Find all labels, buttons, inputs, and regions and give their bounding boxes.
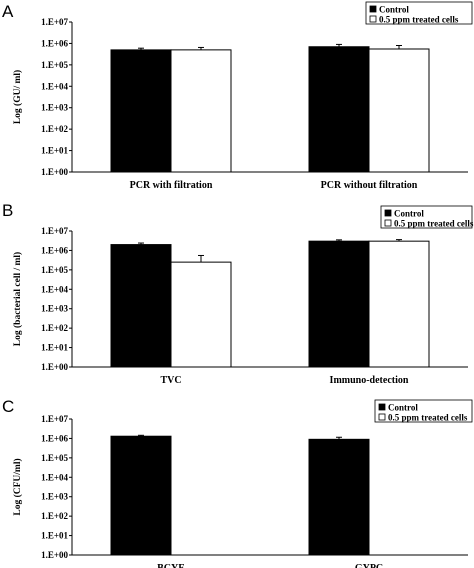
y-axis-label: Log (bacterial cell / ml) xyxy=(12,252,23,346)
y-tick-label: 1.E+01 xyxy=(41,343,68,353)
legend-entry: Control xyxy=(388,403,418,413)
y-tick-label: 1.E+05 xyxy=(41,453,68,463)
x-category-label: BCYE xyxy=(157,563,185,568)
legend-swatch xyxy=(384,219,392,227)
legend-entry: Control xyxy=(394,209,424,219)
legend-swatch xyxy=(369,5,377,13)
chart-panel-c: C 1.E+00 1.E+01 1.E+02 1.E+03 1.E+04 1.E+05 1.E… xyxy=(2,397,473,568)
bar-control xyxy=(110,49,172,173)
legend-swatch xyxy=(378,413,386,421)
chart-panel-a: A 1.E+00 1.E+01 1.E+02 1.E+03 1.E+04 1.E+05 1.E… xyxy=(2,1,473,191)
panel-letter: C xyxy=(2,397,14,416)
y-tick-label: 1.E+07 xyxy=(41,414,68,424)
y-axis-label: Log (CFU/ml) xyxy=(12,458,23,515)
legend-swatch xyxy=(369,15,377,23)
y-tick-label: 1.E+06 xyxy=(41,38,68,48)
bar-treated xyxy=(170,49,232,173)
y-tick-label: 1.E+00 xyxy=(41,362,68,372)
y-axis-label: Log (GU/ ml) xyxy=(12,70,23,124)
y-tick-label: 1.E+00 xyxy=(41,167,68,177)
y-tick-label: 1.E+01 xyxy=(41,531,68,541)
y-tick-label: 1.E+05 xyxy=(41,60,68,70)
y-tick-label: 1.E+04 xyxy=(41,284,68,294)
bar-treated xyxy=(368,240,430,368)
legend-entry: 0.5 ppm treated cells xyxy=(379,15,459,25)
x-category-label: Immuno-detection xyxy=(330,375,409,386)
legend-swatch xyxy=(378,403,386,411)
bar-control xyxy=(308,240,370,368)
y-tick-label: 1.E+02 xyxy=(41,323,68,333)
y-tick-label: 1.E+04 xyxy=(41,81,68,91)
y-tick-label: 1.E+06 xyxy=(41,433,68,443)
bar-control xyxy=(308,46,370,173)
y-tick-label: 1.E+03 xyxy=(41,304,68,314)
legend-entry: 0.5 ppm treated cells xyxy=(394,219,474,229)
panel-letter: B xyxy=(2,201,13,220)
y-tick-label: 1.E+01 xyxy=(41,146,68,156)
x-category-label: PCR with filtration xyxy=(130,180,213,191)
y-tick-label: 1.E+06 xyxy=(41,245,68,255)
y-tick-label: 1.E+00 xyxy=(41,550,68,560)
y-tick-label: 1.E+02 xyxy=(41,124,68,134)
bar-treated xyxy=(368,48,430,173)
y-tick-label: 1.E+07 xyxy=(41,17,68,27)
y-tick-label: 1.E+03 xyxy=(41,492,68,502)
bar-control xyxy=(110,435,172,556)
y-tick-label: 1.E+03 xyxy=(41,103,68,113)
y-tick-label: 1.E+02 xyxy=(41,511,68,521)
legend-entry: 0.5 ppm treated cells xyxy=(388,413,468,423)
x-category-label: GYPC xyxy=(355,563,383,568)
legend-box xyxy=(380,205,473,229)
y-tick-label: 1.E+07 xyxy=(41,226,68,236)
bar-control xyxy=(110,244,172,368)
x-category-label: PCR without filtration xyxy=(321,180,418,191)
chart-panel-b: B 1.E+00 1.E+01 1.E+02 1.E+03 1.E+04 1.E+05 1.E… xyxy=(2,201,474,386)
legend-entry: Control xyxy=(379,5,409,15)
bar-control xyxy=(308,438,370,556)
legend-box xyxy=(374,399,473,423)
y-tick-label: 1.E+05 xyxy=(41,265,68,275)
bar-treated xyxy=(170,261,232,368)
x-category-label: TVC xyxy=(160,375,181,386)
y-tick-label: 1.E+04 xyxy=(41,472,68,482)
legend-box xyxy=(365,1,473,25)
legend-swatch xyxy=(384,209,392,217)
panel-letter: A xyxy=(2,2,14,21)
